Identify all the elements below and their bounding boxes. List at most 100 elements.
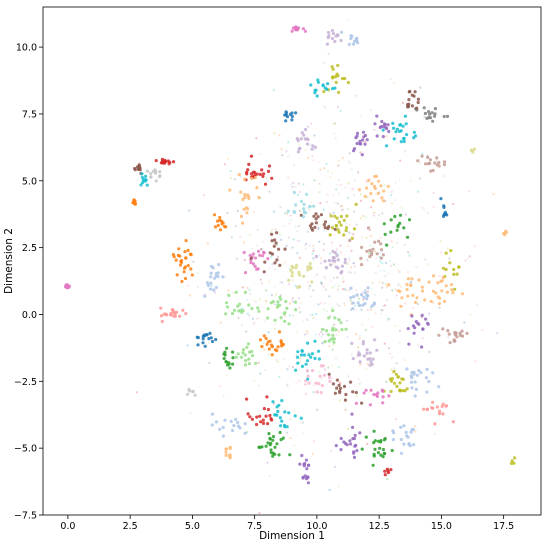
scatter-point-1517 [379,248,384,252]
scatter-point-808 [284,110,288,114]
scatter-point-820 [267,164,272,168]
scatter-point-60 [294,185,297,188]
scatter-point-975 [335,216,339,220]
scatter-point-1116 [455,335,459,339]
scatter-point-351 [373,211,376,214]
scatter-point-502 [348,256,351,259]
scatter-point-981 [339,223,343,227]
scatter-point-525 [346,262,349,266]
scatter-point-835 [260,168,264,172]
scatter-point-123 [371,288,374,291]
scatter-point-1598 [227,293,231,297]
scatter-point-1046 [413,90,417,94]
scatter-point-1011 [402,136,406,140]
scatter-point-1119 [446,329,450,333]
scatter-point-1551 [278,295,282,299]
scatter-point-828 [247,162,251,166]
scatter-point-1564 [308,265,312,269]
scatter-point-1680 [331,382,335,386]
scatter-point-1127 [453,331,457,335]
scatter-point-316 [321,333,324,336]
scatter-point-23 [270,255,273,258]
scatter-point-1441 [331,308,335,313]
scatter-point-1088 [441,266,446,270]
scatter-point-336 [370,206,373,209]
scatter-point-1296 [259,420,263,424]
scatter-point-1291 [265,395,269,399]
scatter-point-68 [352,194,356,197]
scatter-point-636 [446,247,450,250]
scatter-point-1508 [406,277,410,281]
scatter-point-51 [394,418,397,421]
scatter-point-1659 [318,374,322,378]
scatter-point-595 [387,272,390,275]
scatter-point-606 [135,391,138,394]
scatter-point-1171 [398,381,402,385]
scatter-point-460 [271,263,274,266]
scatter-point-1489 [363,291,367,295]
scatter-point-1760 [383,469,387,473]
scatter-point-1437 [325,329,329,333]
scatter-point-93 [358,382,361,385]
scatter-point-1156 [405,367,409,371]
scatter-point-967 [330,226,334,230]
scatter-point-1371 [243,353,247,357]
scatter-point-1146 [431,371,435,375]
scatter-point-893 [179,260,183,264]
scatter-point-301 [334,465,337,468]
scatter-point-1295 [268,413,272,418]
scatter-point-774 [343,76,347,81]
scatter-point-535 [289,437,292,440]
scatter-point-955 [314,217,318,221]
scatter-point-1105 [451,291,455,295]
scatter-point-1593 [247,303,251,307]
scatter-point-1329 [224,453,228,457]
scatter-point-536 [311,155,314,158]
scatter-point-903 [206,283,210,288]
scatter-point-586 [293,444,296,447]
scatter-point-802 [290,114,294,119]
scatter-point-887 [178,254,182,258]
scatter-point-482 [369,308,373,311]
scatter-point-916 [266,257,270,261]
scatter-point-602 [397,269,400,272]
scatter-point-1234 [358,431,362,435]
scatter-point-240 [391,356,394,359]
scatter-point-549 [373,250,377,253]
scatter-point-1426 [279,424,283,428]
scatter-point-922 [262,251,266,255]
scatter-point-169 [378,281,381,284]
scatter-point-944 [278,263,282,267]
scatter-point-1480 [349,286,353,290]
scatter-point-1374 [239,355,243,359]
scatter-point-1065 [420,154,424,158]
scatter-point-964 [329,214,333,218]
scatter-point-1066 [433,161,437,165]
scatter-point-1390 [262,334,266,338]
scatter-point-365 [432,301,435,304]
scatter-point-378 [325,277,328,280]
scatter-point-254 [337,159,340,162]
scatter-point-1764 [383,473,387,477]
scatter-point-340 [372,214,375,217]
scatter-point-312 [288,314,291,317]
scatter-point-581 [274,228,277,231]
scatter-point-1422 [283,423,287,427]
scatter-point-919 [242,250,246,255]
scatter-point-1308 [210,423,214,427]
scatter-point-309 [344,408,347,411]
scatter-point-1585 [335,254,339,258]
scatter-point-813 [294,111,298,115]
scatter-point-1463 [350,341,354,345]
scatter-point-565 [252,210,255,213]
scatter-point-921 [253,264,257,268]
scatter-point-231 [359,363,362,366]
scatter-point-1608 [224,301,229,305]
scatter-point-1326 [224,450,228,454]
scatter-point-978 [339,214,343,219]
scatter-point-253 [350,167,353,170]
scatter-point-753 [327,34,331,38]
scatter-point-758 [326,30,331,35]
scatter-point-54 [319,256,322,259]
scatter-point-925 [253,256,258,260]
